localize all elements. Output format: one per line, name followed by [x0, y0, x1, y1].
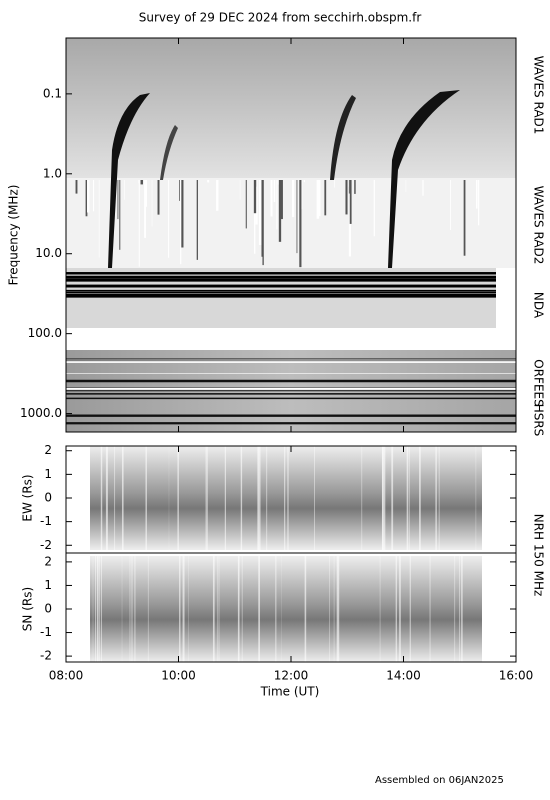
x-tick-label: 08:00: [49, 669, 84, 683]
instrument-label: WAVES RAD2: [532, 186, 546, 265]
y-tick-label: 2: [44, 554, 52, 568]
y-label: SN (Rs): [21, 587, 35, 631]
y-tick-label: 1.0: [43, 166, 62, 180]
y-label: EW (Rs): [21, 474, 35, 521]
instrument-label: ORFEES: [532, 359, 546, 406]
x-tick-label: 10:00: [161, 669, 196, 683]
y-tick-label: -1: [40, 625, 52, 639]
rad2-image: [66, 178, 516, 268]
x-tick-label: 14:00: [386, 669, 421, 683]
instrument-label: NRH 150 MHz: [532, 514, 546, 597]
y-tick-label: 0: [44, 602, 52, 616]
y-tick-label: -1: [40, 514, 52, 528]
x-tick-label: 16:00: [499, 669, 534, 683]
y-tick-label: 1: [44, 578, 52, 592]
y-tick-label: 0.1: [43, 86, 62, 100]
y-tick-label: 1000.0: [20, 406, 62, 420]
instrument-label: NDA: [532, 292, 546, 319]
instrument-label: HSRS: [532, 404, 546, 437]
x-tick-label: 12:00: [274, 669, 309, 683]
y-tick-label: -2: [40, 649, 52, 663]
burst-features: [66, 90, 516, 662]
nrh-sn-image: [90, 556, 482, 662]
nrh-ew-image: [90, 446, 482, 550]
instrument-label: WAVES RAD1: [532, 56, 546, 135]
y-tick-label: 2: [44, 443, 52, 457]
y-label: Frequency (MHz): [7, 185, 21, 286]
y-tick-label: 100.0: [28, 326, 62, 340]
footer: Assembled on 06JAN2025: [375, 775, 504, 786]
y-tick-label: 0: [44, 491, 52, 505]
y-tick-label: 1: [44, 467, 52, 481]
y-tick-label: 10.0: [35, 246, 62, 260]
rad1-image: [66, 38, 516, 178]
title: Survey of 29 DEC 2024 from secchirh.obsp…: [139, 11, 422, 25]
x-label: Time (UT): [260, 685, 320, 699]
y-tick-label: -2: [40, 538, 52, 552]
